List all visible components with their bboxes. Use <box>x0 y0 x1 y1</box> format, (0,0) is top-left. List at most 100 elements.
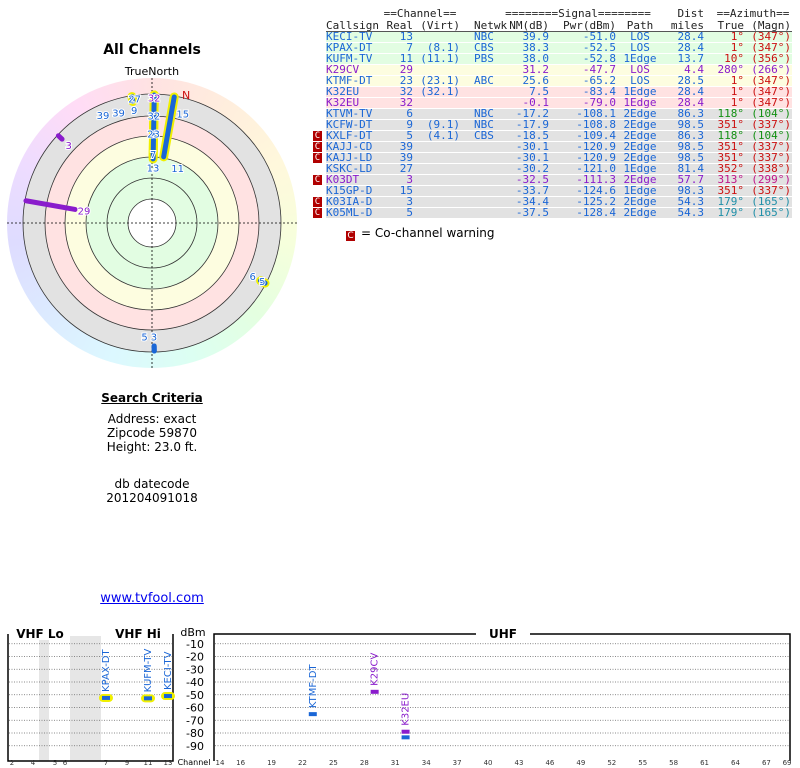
signal-marker-K29CV <box>370 689 379 694</box>
cell-real: 6 <box>406 107 413 120</box>
cell-dist: 4.4 <box>684 63 704 76</box>
station-channel-label: 5 <box>141 333 147 344</box>
table-row[interactable]: KSKC-LD 27 -30.2 -121.0 1Edge 81.4 352° (338°) <box>326 162 792 175</box>
cell-path: LOS <box>630 30 650 43</box>
column-header-real[interactable]: Real <box>386 19 414 32</box>
cell-pwr: -52.5 <box>582 41 616 54</box>
cell-path: 2Edge <box>623 173 657 186</box>
table-row[interactable]: KTMF-DT 23 (23.1) ABC 25.6 -65.2 LOS 28.5 1° (347… <box>326 74 792 87</box>
cell-callsign: KAJJ-CD <box>326 140 373 153</box>
cell-nm: -18.5 <box>515 129 549 142</box>
cell-path: 1Edge <box>623 184 657 197</box>
vhf-gap <box>70 636 101 761</box>
uhf-bg <box>476 628 530 640</box>
cell-callsign: KTVM-TV <box>326 107 373 120</box>
cell-path: 2Edge <box>623 107 657 120</box>
table-row[interactable]: C KXLF-DT 5 (4.1) CBS -18.5 -109.4 2Edge 86.3 118… <box>313 129 792 142</box>
table-row[interactable]: KTVM-TV 6 NBC -17.2 -108.1 2Edge 86.3 118° (104°… <box>326 107 792 120</box>
cell-pwr: -124.6 <box>576 184 616 197</box>
cell-nm: 39.9 <box>522 30 550 43</box>
table-row[interactable]: C KAJJ-LD 39 -30.1 -120.9 2Edge 98.5 351° (337°) <box>313 151 792 164</box>
cell-dist: 28.4 <box>677 41 705 54</box>
cell-path: LOS <box>630 41 650 54</box>
x-tick-label: 58 <box>669 759 678 767</box>
table-row[interactable]: KECI-TV 13 NBC 39.9 -51.0 LOS 28.4 1° (347°) <box>326 30 792 43</box>
column-header-callsign[interactable]: Callsign <box>326 19 379 32</box>
cell-nm: -30.2 <box>515 162 549 175</box>
column-header-netwk[interactable]: Netwk <box>474 19 508 32</box>
cell-nm: -30.1 <box>515 140 549 153</box>
station-bearing-K03DT <box>55 133 65 142</box>
station-channel-label: 13 <box>147 163 160 174</box>
table-group-header: ==Channel== ========Signal======== Dist … <box>326 8 792 20</box>
cell-magn: (347°) <box>751 41 791 54</box>
x-tick-label: 61 <box>700 759 709 767</box>
column-header-magn[interactable]: (Magn) <box>751 19 791 32</box>
table-row[interactable]: C K05ML-D 5 -37.5 -128.4 2Edge 54.3 179° (165°) <box>313 207 792 219</box>
azimuth-group-header: ==Azimuth== <box>716 7 790 20</box>
cell-real: 9 <box>406 118 413 131</box>
column-header-dist[interactable]: miles <box>670 19 704 32</box>
table-row[interactable]: KUFM-TV 11 (11.1) PBS 38.0 -52.8 1Edge 13.7 10° (… <box>326 52 792 65</box>
legend-text: = Co-channel warning <box>361 226 495 240</box>
cell-real: 39 <box>399 140 413 153</box>
tvfool-link[interactable]: www.tvfool.com <box>100 591 204 606</box>
db-datecode-value: 201204091018 <box>106 491 198 505</box>
column-header-virt[interactable]: (Virt) <box>420 19 460 32</box>
cell-true: 280° <box>717 63 745 76</box>
cell-true: 10° <box>724 52 744 65</box>
cell-netwk: ABC <box>474 74 494 87</box>
table-row[interactable]: K29CV 29 31.2 -47.7 LOS 4.4 280° (266°) <box>326 63 792 76</box>
cell-nm: -34.4 <box>515 195 549 208</box>
column-header-nm[interactable]: NM(dB) <box>509 19 549 32</box>
x-tick-label: 64 <box>731 759 740 767</box>
table-row[interactable]: C KAJJ-CD 39 -30.1 -120.9 2Edge 98.5 351° (337°) <box>313 140 792 153</box>
table-row[interactable]: K15GP-D 15 -33.7 -124.6 1Edge 98.3 351° (337°) <box>326 184 792 197</box>
table-row[interactable]: KCFW-DT 9 (9.1) NBC -17.9 -108.8 2Edge 98.5 351°… <box>326 118 792 131</box>
table-row[interactable]: C K03DT 3 -32.5 -111.3 2Edge 57.7 313° (299°) <box>313 173 792 186</box>
cell-pwr: -121.0 <box>576 162 616 175</box>
y-tick-label: -40 <box>186 676 204 689</box>
station-channel-label: 27 <box>128 95 141 106</box>
column-header-path[interactable]: Path <box>626 19 654 32</box>
cell-magn: (299°) <box>751 173 791 186</box>
x-tick-label: 11 <box>144 759 153 767</box>
cell-virt: (9.1) <box>426 118 460 131</box>
cell-magn: (165°) <box>751 195 791 208</box>
uhf-label: UHF <box>489 627 517 641</box>
signal-marker-label: K29CV <box>370 653 381 686</box>
cell-real: 29 <box>399 63 413 76</box>
magnetic-north-label: N <box>182 89 190 102</box>
column-header-pwr[interactable]: Pwr(dBm) <box>563 19 616 32</box>
cell-nm: 38.0 <box>522 52 550 65</box>
cell-callsign: K29CV <box>326 63 360 76</box>
x-tick-label: 34 <box>422 759 431 767</box>
x-tick-label: 40 <box>484 759 493 767</box>
table-row[interactable]: KPAX-DT 7 (8.1) CBS 38.3 -52.5 LOS 28.4 1° (347°) <box>326 41 792 54</box>
column-header-true[interactable]: True <box>717 19 745 32</box>
signal-marker-label: KUFM-TV <box>143 649 154 693</box>
cell-path: 2Edge <box>623 118 657 131</box>
station-channel-label: 39 <box>112 108 125 119</box>
cell-netwk: CBS <box>474 129 494 142</box>
cell-pwr: -79.0 <box>582 96 616 109</box>
cell-callsign: KAJJ-LD <box>326 151 373 164</box>
cell-real: 15 <box>399 184 413 197</box>
station-bearing-KECI-TV <box>150 92 157 162</box>
table-row[interactable]: C K03IA-D 3 -34.4 -125.2 2Edge 54.3 179° (165°) <box>313 195 792 208</box>
cell-dist: 86.3 <box>677 129 705 142</box>
co-channel-warning-icon: C <box>313 142 322 152</box>
x-tick-label: 31 <box>391 759 400 767</box>
cell-path: 1Edge <box>623 96 657 109</box>
table-row[interactable]: K32EU 32 -0.1 -79.0 1Edge 28.4 1° (347°) <box>326 96 792 109</box>
x-tick-label: 14 <box>216 759 225 767</box>
table-row[interactable]: K32EU 32 (32.1) 7.5 -83.4 1Edge 28.4 1° (347°) <box>326 86 792 98</box>
cell-callsign: K03IA-D <box>326 195 373 208</box>
cell-pwr: -108.8 <box>576 118 616 131</box>
cell-nm: 31.2 <box>522 63 550 76</box>
co-channel-warning-icon: C <box>346 231 355 241</box>
cell-dist: 28.4 <box>677 96 705 109</box>
cell-pwr: -51.0 <box>582 30 616 43</box>
x-tick-label: 55 <box>638 759 647 767</box>
x-tick-label: 9 <box>125 759 129 767</box>
